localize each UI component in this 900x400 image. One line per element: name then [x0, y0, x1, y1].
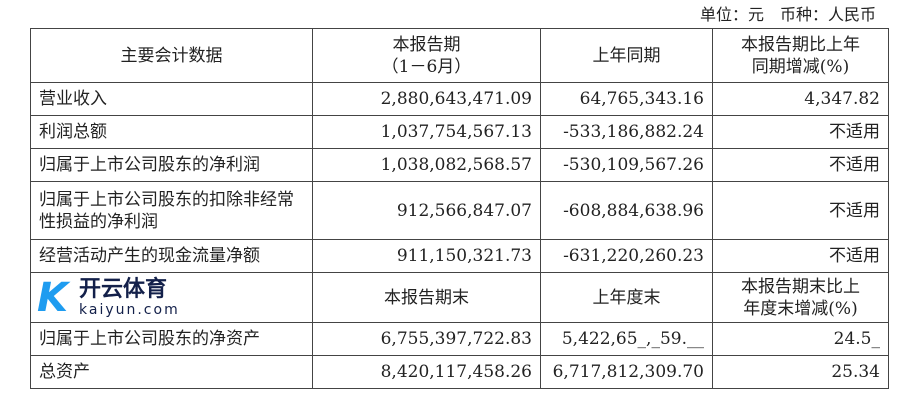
cell-current: 1,038,082,568.57	[312, 148, 541, 182]
table-header-2: K 开云体育 kaiyun.com 本报告期末 上年度末 本报告期末比上 年度末增…	[30, 272, 889, 323]
cell-current: 911,150,321.73	[312, 239, 541, 273]
cell-change: 不适用	[712, 115, 889, 149]
cell-prior: -533,186,882.24	[540, 115, 713, 149]
header-col2: 上年同期	[540, 28, 713, 83]
unit-line: 单位：元 币种：人民币	[699, 5, 876, 24]
table-row: 归属于上市公司股东的净资产 6,755,397,722.83 5,422,65_,_…	[30, 322, 889, 356]
cell-change: 不适用	[712, 181, 889, 240]
table-row: 总资产 8,420,117,458.26 6,717,812,309.70 25.34	[30, 355, 889, 389]
cell-current: 1,037,754,567.13	[312, 115, 541, 149]
cell-label: 归属于上市公司股东的净利润	[30, 148, 313, 182]
cell-label: 总资产	[30, 355, 313, 389]
header2-col1: 本报告期末	[312, 272, 541, 323]
cell-label: 营业收入	[30, 82, 313, 116]
table-row: 经营活动产生的现金流量净额 911,150,321.73 -631,220,260.…	[30, 239, 889, 273]
watermark-logo: K 开云体育 kaiyun.com	[37, 275, 308, 321]
table-row: 营业收入 2,880,643,471.09 64,765,343.16 4,347.8…	[30, 82, 889, 116]
cell-current: 2,880,643,471.09	[312, 82, 541, 116]
header2-col3a: 本报告期末比上	[741, 276, 860, 297]
header-col3a: 本报告期比上年	[741, 34, 860, 55]
cell-prior: 6,717,812,309.70	[540, 355, 713, 389]
watermark-cn: 开云体育	[79, 277, 168, 302]
cell-prior: -530,109,567.26	[540, 148, 713, 182]
cell-label: 归属于上市公司股东的净资产	[30, 322, 313, 356]
cell-prior: 5,422,65_,_59.__	[540, 322, 713, 356]
cell-label: 归属于上市公司股东的扣除非经常性损益的净利润	[30, 181, 313, 240]
table-row: 归属于上市公司股东的扣除非经常性损益的净利润 912,566,847.07 -608…	[30, 181, 889, 240]
watermark-k-icon: K	[37, 275, 68, 321]
cell-current: 8,420,117,458.26	[312, 355, 541, 389]
cell-prior: -608,884,638.96	[540, 181, 713, 240]
cell-label: 经营活动产生的现金流量净额	[30, 239, 313, 273]
header2-empty: K 开云体育 kaiyun.com	[30, 272, 313, 323]
header-col1b: （1－6月）	[381, 56, 472, 77]
cell-label: 利润总额	[30, 115, 313, 149]
header-col1a: 本报告期	[392, 34, 461, 55]
header-col0: 主要会计数据	[30, 28, 313, 83]
cell-prior: 64,765,343.16	[540, 82, 713, 116]
table-row: 利润总额 1,037,754,567.13 -533,186,882.24 不适用	[30, 115, 889, 149]
cell-current: 912,566,847.07	[312, 181, 541, 240]
cell-current: 6,755,397,722.83	[312, 322, 541, 356]
header-col3: 本报告期比上年 同期增减(%)	[712, 28, 889, 83]
cell-prior: -631,220,260.23	[540, 239, 713, 273]
financial-table: 主要会计数据 本报告期 （1－6月） 上年同期 本报告期比上年 同期增减(%) 营业…	[30, 28, 889, 389]
table-header: 主要会计数据 本报告期 （1－6月） 上年同期 本报告期比上年 同期增减(%)	[30, 28, 889, 83]
cell-change: 不适用	[712, 239, 889, 273]
header-col3b: 同期增减(%)	[751, 56, 850, 77]
header-col1: 本报告期 （1－6月）	[312, 28, 541, 83]
table-row: 归属于上市公司股东的净利润 1,038,082,568.57 -530,109,56…	[30, 148, 889, 182]
watermark-en: kaiyun.com	[79, 302, 180, 318]
header2-col2: 上年度末	[540, 272, 713, 323]
cell-change: 不适用	[712, 148, 889, 182]
cell-change: 24.5_	[712, 322, 889, 356]
cell-change: 4,347.82	[712, 82, 889, 116]
cell-change: 25.34	[712, 355, 889, 389]
header2-col3: 本报告期末比上 年度末增减(%)	[712, 272, 889, 323]
header2-col3b: 年度末增减(%)	[743, 298, 858, 319]
